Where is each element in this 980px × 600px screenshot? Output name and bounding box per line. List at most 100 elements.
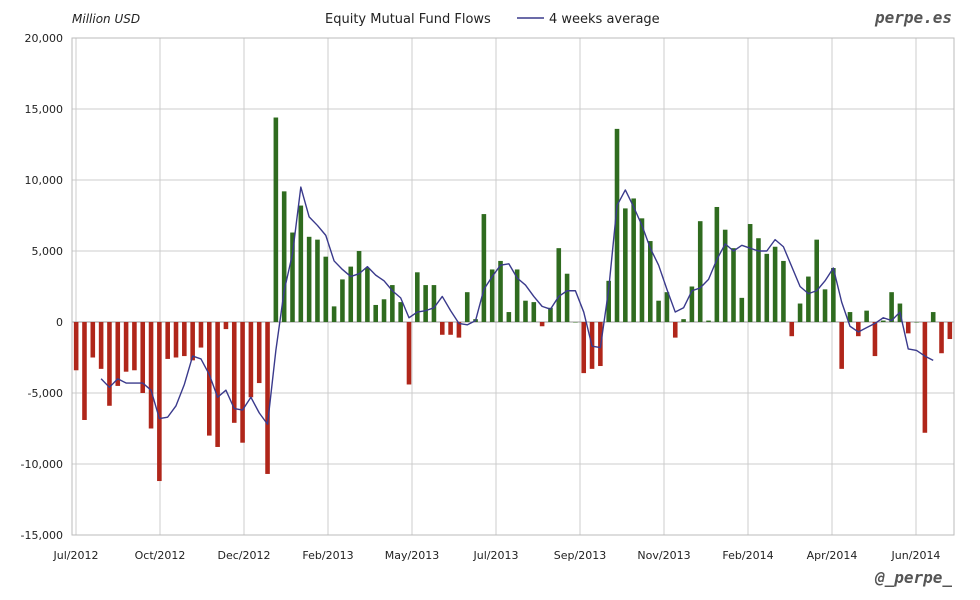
flow-bar [123,322,129,372]
flow-bar [756,238,761,322]
flow-bar [90,322,96,358]
flow-bar [73,322,79,371]
flow-bar [856,322,861,337]
flow-bar [215,322,220,447]
flow-bar [439,322,445,335]
flow-bar [248,322,254,398]
flow-bar [564,273,570,322]
flow-bar [739,297,745,322]
flow-bar [240,322,245,443]
plot-frame [71,37,955,536]
plot-background [72,38,954,535]
flow-bar [781,260,786,322]
flow-bar [914,322,919,323]
flow-bar [331,306,337,322]
flow-bar [573,322,578,323]
flow-bar [539,322,545,327]
flow-bar [115,322,121,386]
flow-bar [831,268,836,322]
flow-bar [872,322,878,357]
flow-bar [722,229,728,322]
average-series [100,186,934,425]
flow-bar [548,307,553,322]
flow-bar [198,322,204,348]
flow-bar [623,208,628,322]
x-tick-label: Dec/2012 [218,549,271,562]
y-tick-label: 10,000 [25,174,64,187]
flow-bar [930,312,936,322]
flow-bar [406,322,412,385]
flow-bar [415,272,420,322]
flow-bar [922,322,928,433]
legend-label-average: 4 weeks average [549,12,660,27]
flow-bar [697,221,703,322]
flow-bar [905,322,911,334]
flow-bar [356,251,362,322]
flow-bar [648,241,653,322]
flow-bar [822,289,828,322]
flow-bar [132,322,137,371]
flow-bar [481,214,487,322]
flow-bar [348,266,354,322]
flow-bar [498,260,503,322]
flow-bar [281,191,287,322]
flow-bar [731,248,736,322]
flow-bar [223,322,229,330]
flow-bar [714,206,720,322]
flow-bar [581,322,587,374]
y-tick-label: -15,000 [21,529,63,542]
flow-bar [531,302,537,322]
flow-bar [98,322,104,369]
flow-bar [689,286,695,322]
x-tick-label: Sep/2013 [554,549,606,562]
flow-bar [365,268,370,322]
flow-bar [190,322,195,361]
flow-bar [157,322,162,482]
x-tick-label: May/2013 [385,549,439,562]
flow-bar [231,322,237,423]
flow-bar [664,292,670,322]
flow-bar [947,322,953,340]
flow-bar [256,322,262,384]
flow-bar [431,285,437,322]
y-tick-label: -10,000 [21,458,63,471]
flow-bar [82,322,87,420]
flow-bar [398,302,403,322]
flow-bar [797,303,803,322]
flow-bar [165,322,170,359]
flow-bar [173,322,179,358]
x-tick-label: Nov/2013 [637,549,690,562]
x-tick-label: Jul/2013 [473,549,519,562]
x-axis: Jul/2012 Oct/2012 Dec/2012 Feb/2013 May/2013… [53,549,941,562]
x-tick-label: Feb/2013 [302,549,353,562]
y-axis: 20,000 15,000 10,000 5,000 0 -5,000 -10,000 -15… [21,32,63,542]
average-line [100,186,934,425]
flow-bar [847,312,853,322]
flow-bar [423,285,428,322]
flow-bar [306,236,312,322]
flow-bar [631,198,636,322]
flow-bar [207,322,212,436]
flow-bar [939,322,944,354]
x-tick-label: Feb/2014 [722,549,773,562]
y-tick-label: -5,000 [28,387,63,400]
y-tick-label: 5,000 [32,245,64,258]
brand-bottom: @_perpe_ [874,568,952,587]
flow-bar [889,292,894,322]
flow-bar [148,322,154,429]
flow-bar [373,304,378,322]
flow-bar [772,246,778,322]
flow-bar [614,128,620,322]
flow-bar [814,239,819,322]
x-tick-label: Oct/2012 [135,549,186,562]
brand-top: perpe.es [874,8,952,27]
x-tick-label: Jul/2012 [53,549,99,562]
flow-bar [182,322,187,357]
flow-bar [656,300,661,322]
y-tick-label: 20,000 [25,32,64,45]
flow-bar [556,248,562,322]
flow-bar [298,205,304,322]
flow-bar [514,269,520,322]
flow-bar [764,253,770,322]
flow-bar [390,285,395,322]
